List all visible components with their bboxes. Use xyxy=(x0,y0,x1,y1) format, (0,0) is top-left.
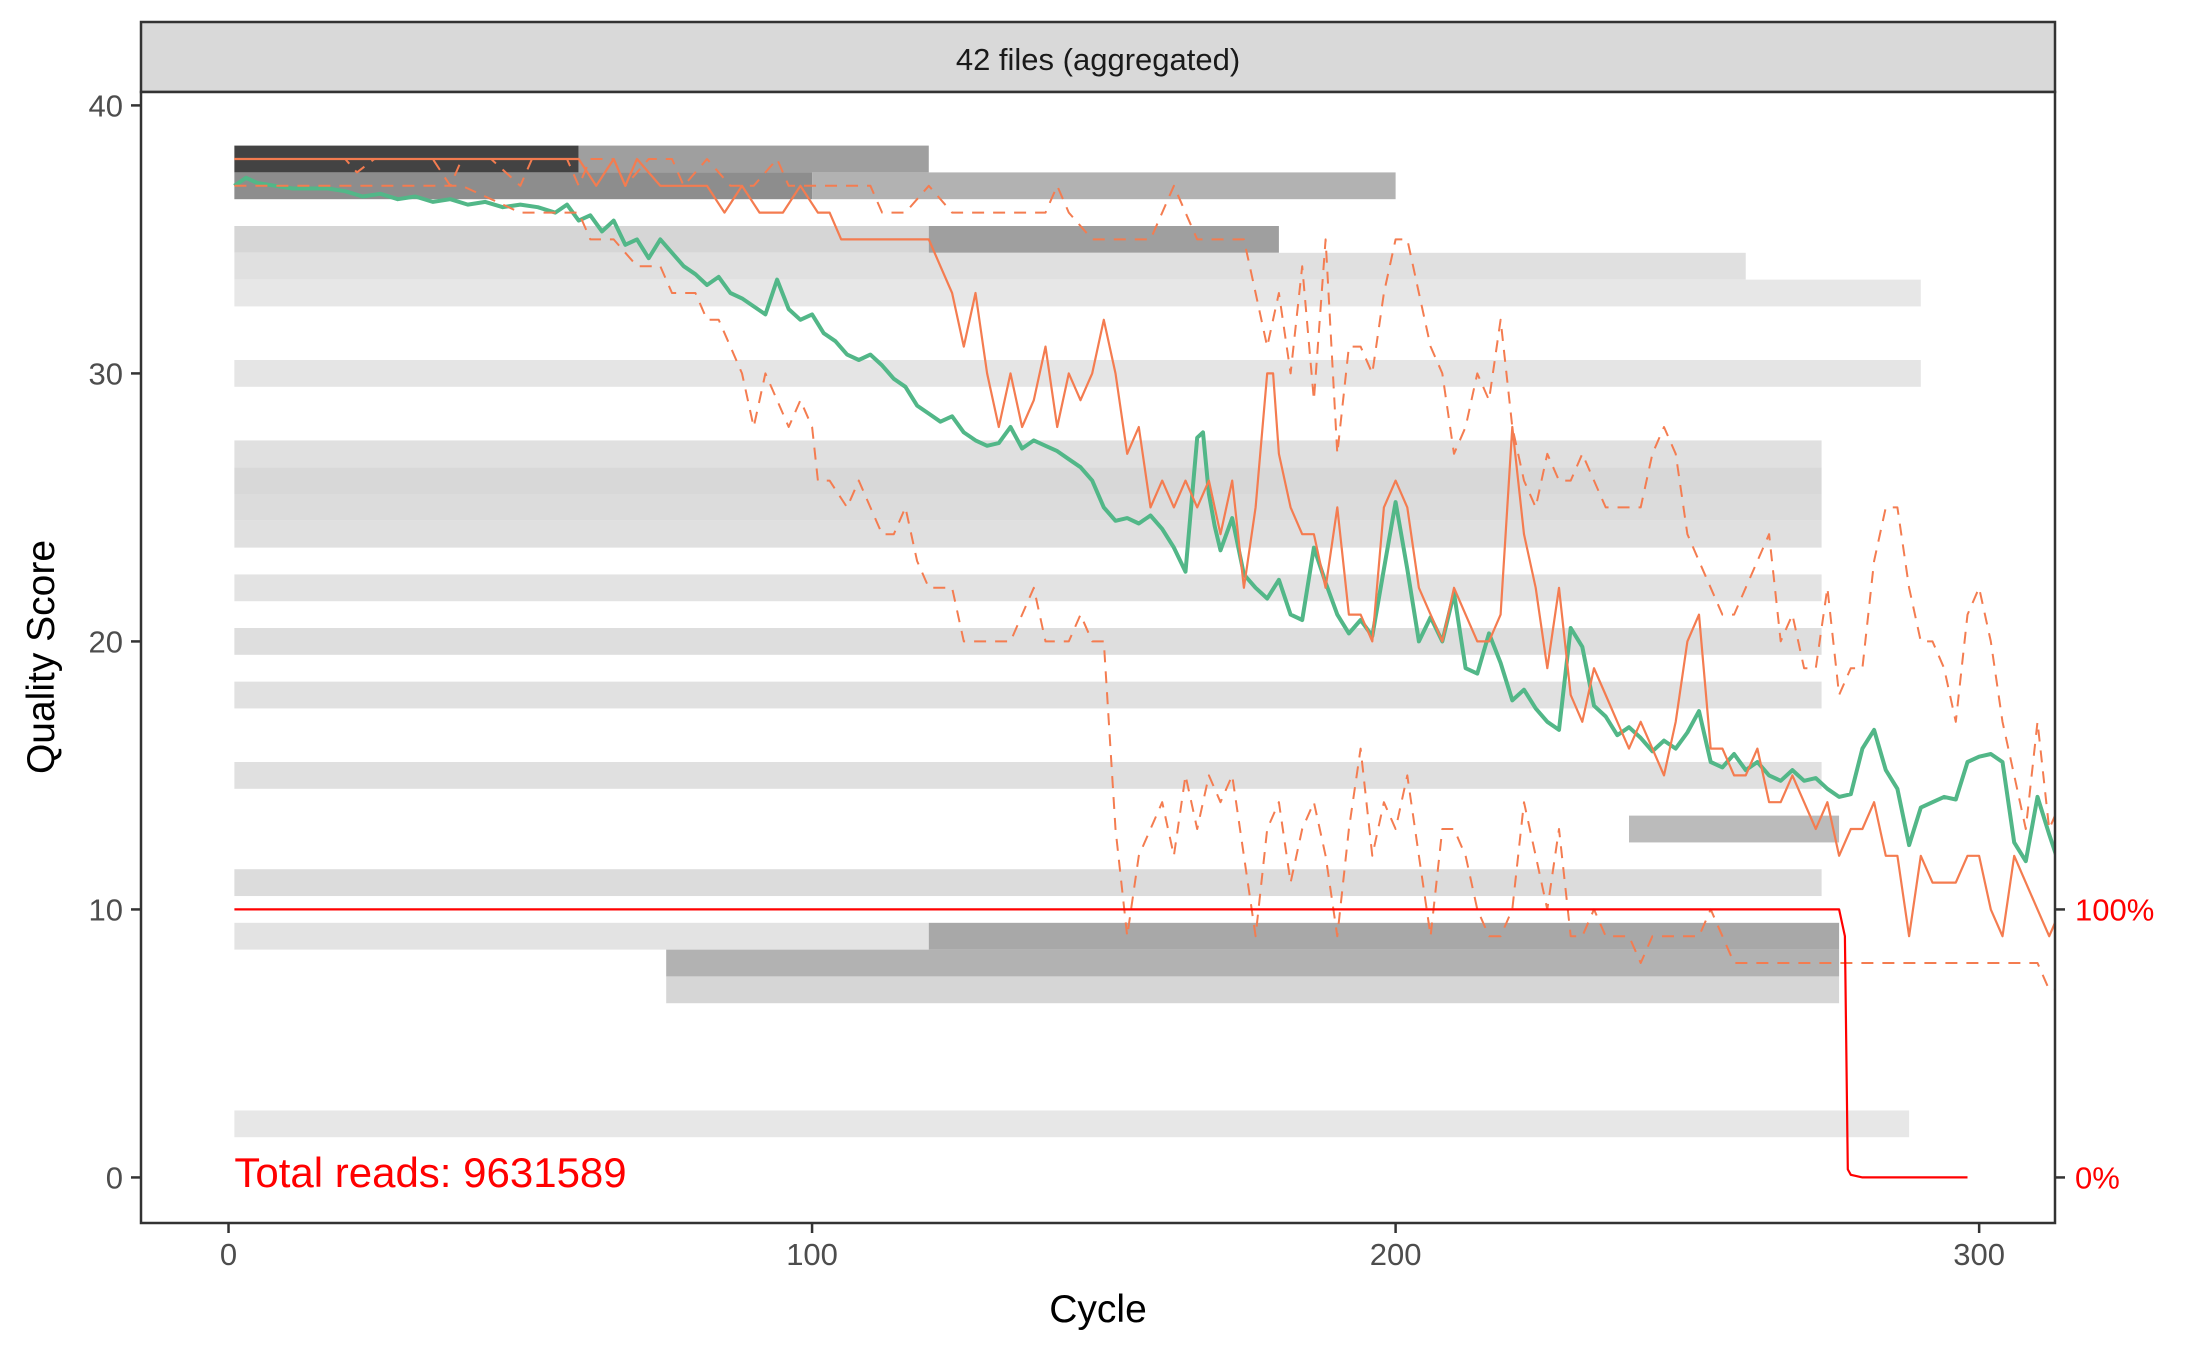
heatmap-band-23 xyxy=(234,1110,1910,1138)
y-tick-label: 0 xyxy=(106,1160,123,1195)
series-line-upper-quartile xyxy=(234,158,2055,830)
heatmap-band-2 xyxy=(234,172,813,200)
heatmap-band-6 xyxy=(234,252,1746,280)
series-line-fraction-of-reads-cumulative xyxy=(234,908,1968,1179)
heatmap-band-13 xyxy=(234,574,1822,602)
secondary-y-tick-label: 0% xyxy=(2075,1160,2120,1195)
x-tick-label: 300 xyxy=(1953,1237,2005,1272)
facet-strip-background xyxy=(139,20,2057,94)
heatmap-band-3 xyxy=(812,172,1396,200)
heatmap-band-7 xyxy=(234,279,1921,307)
heatmap-band-4 xyxy=(234,226,929,253)
heatmap-band-16 xyxy=(234,762,1822,789)
heatmap-band-10 xyxy=(234,467,1822,495)
heatmap-band-8 xyxy=(234,360,1921,387)
heatmap-band-11 xyxy=(234,494,1822,521)
x-tick-label: 200 xyxy=(1370,1237,1422,1272)
y-axis-title: Quality Score xyxy=(20,540,63,774)
secondary-y-axis: 100% 0% xyxy=(2055,892,2154,1195)
total-reads-annotation: Total reads: 9631589 xyxy=(234,1149,626,1196)
secondary-y-tick-label: 100% xyxy=(2075,892,2154,927)
series-line-lower-quartile xyxy=(234,184,2055,991)
y-axis: 0 10 20 30 40 xyxy=(89,88,141,1195)
x-axis: 0 100 200 300 xyxy=(220,1223,2005,1272)
heatmap-band-15 xyxy=(234,681,1822,709)
heatmap-band-17 xyxy=(1629,815,1840,843)
series-line-mean xyxy=(233,175,2055,864)
x-tick-label: 0 xyxy=(220,1237,237,1272)
heatmap-band-14 xyxy=(234,628,1822,655)
annotation-layer: Total reads: 9631589 xyxy=(234,1149,626,1196)
series-lines xyxy=(233,157,2055,1179)
x-axis-title: Cycle xyxy=(1049,1288,1147,1331)
quality-heatmap xyxy=(234,145,1921,1138)
x-tick-label: 100 xyxy=(786,1237,838,1272)
heatmap-band-1 xyxy=(578,145,929,173)
y-tick-label: 30 xyxy=(89,356,123,391)
facet-strip-label: 42 files (aggregated) xyxy=(956,42,1240,77)
y-tick-label: 10 xyxy=(89,892,123,927)
heatmap-band-21 xyxy=(666,949,1840,977)
series-line-median xyxy=(234,157,2055,938)
heatmap-band-12 xyxy=(234,520,1822,548)
heatmap-band-18 xyxy=(234,869,1822,897)
plot-panel-border xyxy=(139,90,2057,1225)
heatmap-band-22 xyxy=(666,976,1840,1004)
y-tick-label: 20 xyxy=(89,624,123,659)
heatmap-band-19 xyxy=(234,922,929,950)
y-tick-label: 40 xyxy=(89,88,123,123)
